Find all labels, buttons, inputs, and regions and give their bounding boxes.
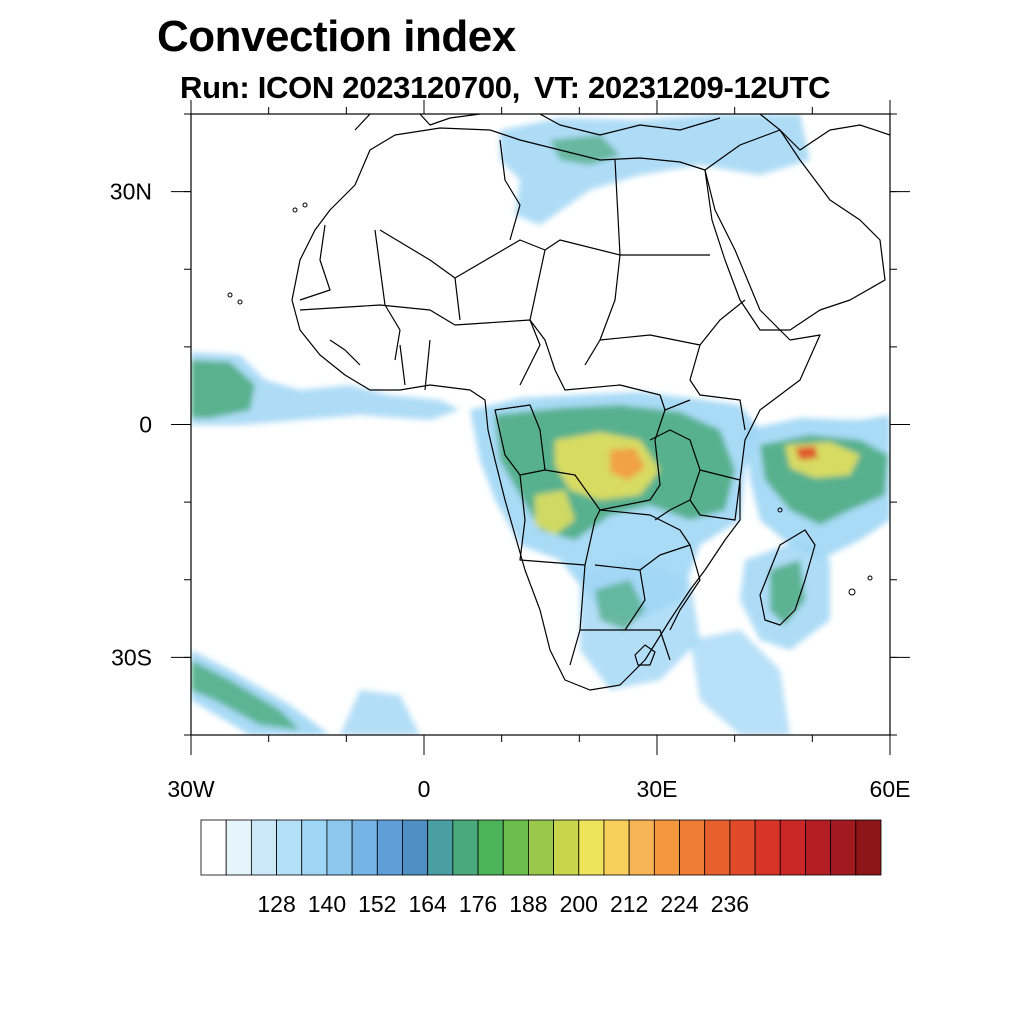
chart-title: Convection index (157, 12, 516, 61)
colorbar-label: 224 (660, 891, 699, 917)
colorbar-swatch (376, 819, 403, 876)
colorbar-swatch (779, 819, 806, 876)
colorbar-swatch (578, 819, 605, 876)
colorbar-swatch (679, 819, 706, 876)
lesotho (634, 644, 656, 666)
border-west-africa (299, 224, 431, 391)
axis-ticks (171, 100, 910, 755)
map-area (191, 114, 890, 735)
colorbar-swatch (452, 819, 479, 876)
border-sahara-1 (379, 229, 710, 279)
colorbar-swatch (704, 819, 731, 876)
colorbar-swatch (351, 819, 378, 876)
colorbar-swatch (250, 819, 277, 876)
field-sw-green (191, 660, 300, 730)
colorbar-swatch (603, 819, 630, 876)
colorbar-swatch (729, 819, 756, 876)
border-tanzania (689, 469, 741, 521)
colorbar-swatch (200, 819, 227, 876)
field-congo-orange (610, 448, 645, 480)
field-med-green (550, 135, 620, 165)
colorbar-label: 152 (358, 891, 396, 917)
border-sahel-3 (454, 249, 546, 386)
colorbar-label: 176 (459, 891, 497, 917)
colorbar-swatch (326, 819, 353, 876)
field-southeast-streak (690, 630, 790, 735)
lat-tick-label: 0 (139, 412, 152, 438)
colorbar-swatch (754, 819, 781, 876)
border-angola (519, 474, 601, 566)
colorbar-label: 164 (408, 891, 447, 917)
colorbar-swatch (855, 819, 882, 876)
island-cape-verde-2 (237, 299, 243, 305)
colorbar-labels: 128 140 152 164 176 188 200 212 224 236 (257, 891, 749, 917)
colorbar-label: 128 (257, 891, 295, 917)
colorbar-swatch (628, 819, 655, 876)
island-canary-1 (292, 207, 298, 213)
chart-subtitle: Run: ICON 2023120700, VT: 20231209-12UTC (180, 70, 830, 106)
border-sahara-2 (499, 139, 521, 241)
island-reunion (867, 575, 873, 581)
border-south-africa (569, 629, 671, 666)
colorbar-swatch (830, 819, 857, 876)
colorbar-label: 200 (560, 891, 598, 917)
border-east-1 (599, 299, 746, 431)
colorbar-label: 236 (711, 891, 749, 917)
lon-tick-label: 0 (418, 776, 431, 802)
island-canary-2 (302, 202, 308, 208)
colorbar-swatch (276, 819, 303, 876)
border-sahel-2 (374, 229, 401, 361)
field-congo-west-yellow (535, 490, 575, 535)
border-drc (544, 399, 691, 511)
island-mauritius (848, 588, 856, 596)
islands (227, 202, 873, 596)
colorbar (200, 819, 882, 876)
lon-tick-label: 30E (637, 776, 678, 802)
colorbar-swatch (427, 819, 454, 876)
arabia-coastline (704, 129, 886, 331)
run-label: Run: ICON 2023120700, (180, 70, 521, 105)
field-indian-red (795, 446, 818, 460)
colorbar-swatch (402, 819, 429, 876)
field-southwest-band (191, 650, 330, 735)
island-seychelles (777, 507, 783, 513)
colorbar-swatch (805, 819, 832, 876)
field-south-cape (340, 690, 420, 735)
field-south-africa-green (595, 580, 645, 630)
lat-tick-label: 30N (110, 179, 152, 205)
field-madagascar-green (770, 560, 805, 625)
colorbar-swatch (553, 819, 580, 876)
axis-tick-labels: 30W 0 30E 60E 30N 0 30S (110, 179, 911, 802)
colorbar-swatch (301, 819, 328, 876)
field-atlantic-west (191, 352, 460, 425)
africa-coastline (291, 127, 821, 691)
lon-tick-label: 60E (870, 776, 911, 802)
colorbar-swatch (528, 819, 554, 876)
europe-coastline (354, 114, 890, 151)
island-cape-verde-1 (227, 292, 233, 298)
madagascar-coastline (759, 529, 816, 626)
border-mozambique (669, 544, 701, 631)
lat-tick-label: 30S (111, 644, 152, 670)
colorbar-label: 188 (509, 891, 547, 917)
colorbar-swatch (502, 819, 529, 876)
colorbar-swatch (477, 819, 504, 876)
coastlines-and-borders (291, 114, 890, 691)
valid-time-label: VT: 20231209-12UTC (534, 70, 831, 105)
field-atlantic-green (191, 360, 255, 418)
lon-tick-label: 30W (167, 776, 215, 802)
colorbar-swatch (225, 819, 252, 876)
border-sahara-3 (584, 159, 621, 366)
colorbar-swatch (653, 819, 680, 876)
colorbar-label: 212 (610, 891, 648, 917)
border-sahel-1 (299, 304, 556, 371)
colorbar-label: 140 (308, 891, 346, 917)
